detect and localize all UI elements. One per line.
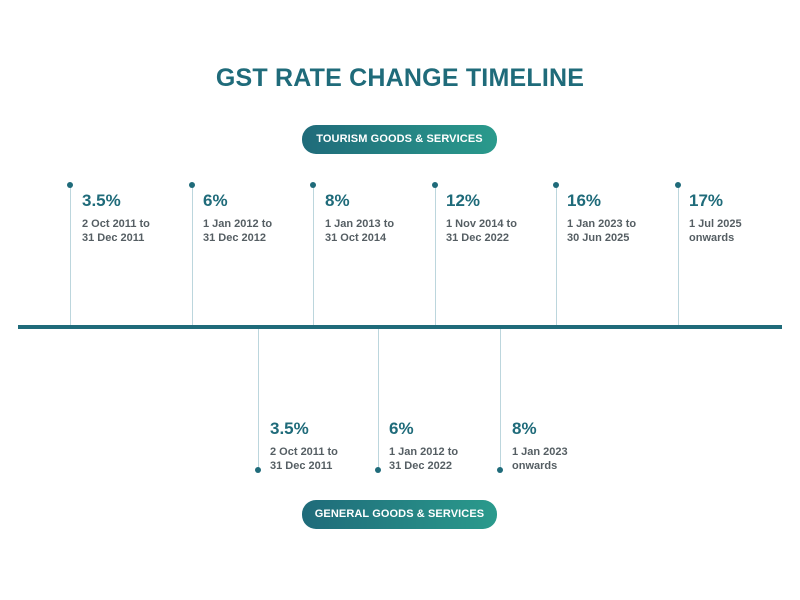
general-period-3: 1 Jan 2023 onwards [512,446,568,472]
tourism-label: TOURISM GOODS & SERVICES [302,125,497,154]
tourism-entry-5: 16% 1 Jan 2023 to 30 Jun 2025 [567,191,636,245]
tourism-rate-6: 17% [689,191,724,210]
general-rate-3: 8% [512,419,537,438]
tourism-marker-6 [675,182,681,188]
tourism-marker-1 [67,182,73,188]
general-connector-2 [378,329,379,470]
general-marker-2 [375,467,381,473]
tourism-rate-4: 12% [446,191,481,210]
tourism-period-2: 1 Jan 2012 to 31 Dec 2012 [203,218,273,244]
tourism-entry-2: 6% 1 Jan 2012 to 31 Dec 2012 [203,191,272,245]
tourism-marker-2 [189,182,195,188]
tourism-marker-3 [310,182,316,188]
general-marker-3 [497,467,503,473]
general-period-1: 2 Oct 2011 to 31 Dec 2011 [270,446,338,472]
tourism-connector-5 [556,186,557,325]
tourism-entry-4: 12% 1 Nov 2014 to 31 Dec 2022 [446,191,517,245]
general-marker-1 [255,467,261,473]
tourism-connector-1 [70,186,71,325]
tourism-rate-5: 16% [567,191,602,210]
tourism-entry-6: 17% 1 Jul 2025 onwards [689,191,742,245]
general-connector-1 [258,329,259,470]
timeline-axis [18,325,782,329]
tourism-connector-3 [313,186,314,325]
general-entry-3: 8% 1 Jan 2023 onwards [512,419,568,473]
tourism-entry-3: 8% 1 Jan 2013 to 31 Oct 2014 [325,191,394,245]
page-title: GST RATE CHANGE TIMELINE [215,64,585,92]
general-entry-1: 3.5% 2 Oct 2011 to 31 Dec 2011 [270,419,338,473]
general-label: GENERAL GOODS & SERVICES [302,500,497,529]
tourism-connector-2 [192,186,193,325]
tourism-period-1: 2 Oct 2011 to 31 Dec 2011 [82,218,150,244]
general-entry-2: 6% 1 Jan 2012 to 31 Dec 2022 [389,419,458,473]
tourism-entry-1: 3.5% 2 Oct 2011 to 31 Dec 2011 [82,191,150,245]
tourism-connector-6 [678,186,679,325]
tourism-marker-4 [432,182,438,188]
tourism-period-6: 1 Jul 2025 onwards [689,218,742,244]
tourism-connector-4 [435,186,436,325]
tourism-period-3: 1 Jan 2013 to 31 Oct 2014 [325,218,395,244]
general-rate-2: 6% [389,419,414,438]
general-rate-1: 3.5% [270,419,309,438]
tourism-period-5: 1 Jan 2023 to 30 Jun 2025 [567,218,637,244]
general-connector-3 [500,329,501,470]
tourism-rate-3: 8% [325,191,350,210]
tourism-marker-5 [553,182,559,188]
general-period-2: 1 Jan 2012 to 31 Dec 2022 [389,446,459,472]
tourism-period-4: 1 Nov 2014 to 31 Dec 2022 [446,218,517,244]
tourism-rate-2: 6% [203,191,228,210]
tourism-rate-1: 3.5% [82,191,121,210]
